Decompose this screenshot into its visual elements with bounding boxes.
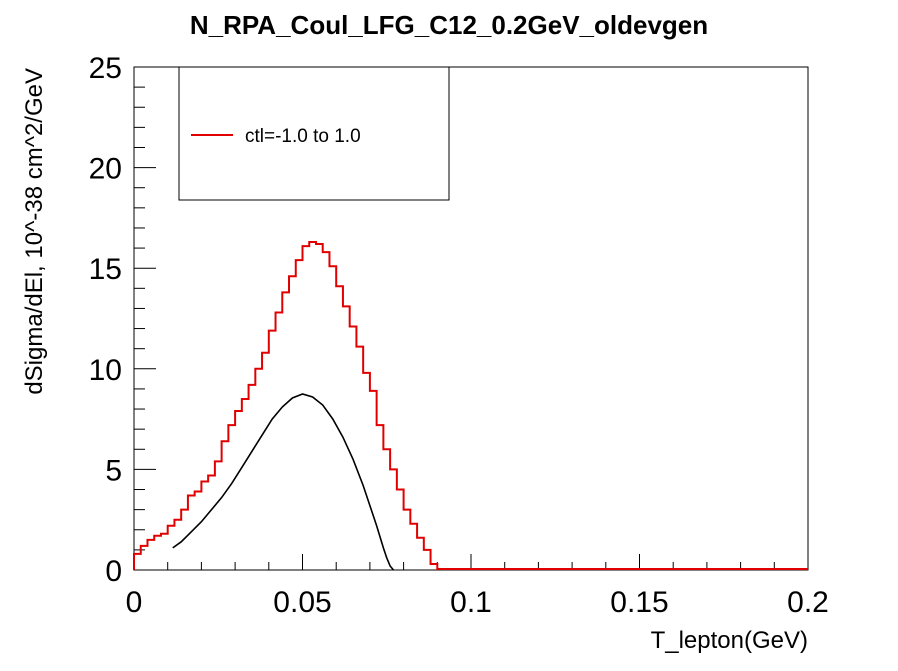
y-tick-label: 25 [89,52,122,85]
series-2-line [172,393,395,571]
y-tick-label: 5 [105,454,122,487]
series-layer [133,241,808,571]
y-tick-label: 20 [89,153,122,186]
x-tick-label: 0 [126,586,143,619]
x-axis-label: T_lepton(GeV) [651,627,808,654]
y-tick-label: 10 [89,354,122,387]
x-tick-label: 0.15 [610,586,668,619]
legend-box [178,66,450,201]
series-1-line [133,241,808,570]
legend: ctl=-1.0 to 1.0 [178,66,450,201]
x-tick-label: 0.2 [787,586,829,619]
y-tick-label: 0 [105,555,122,588]
y-axis-label: dSigma/dEl, 10^-38 cm^2/GeV [21,68,48,395]
x-tick-label: 0.05 [273,586,331,619]
y-axis: 0 5 10 15 20 25 [89,52,156,588]
y-tick-label: 15 [89,253,122,286]
legend-label: ctl=-1.0 to 1.0 [245,126,361,147]
x-tick-label: 0.1 [450,586,492,619]
chart-title: N_RPA_Coul_LFG_C12_0.2GeV_oldevgen [190,10,708,40]
x-axis: 0 0.05 0.1 0.15 0.2 [126,554,829,619]
